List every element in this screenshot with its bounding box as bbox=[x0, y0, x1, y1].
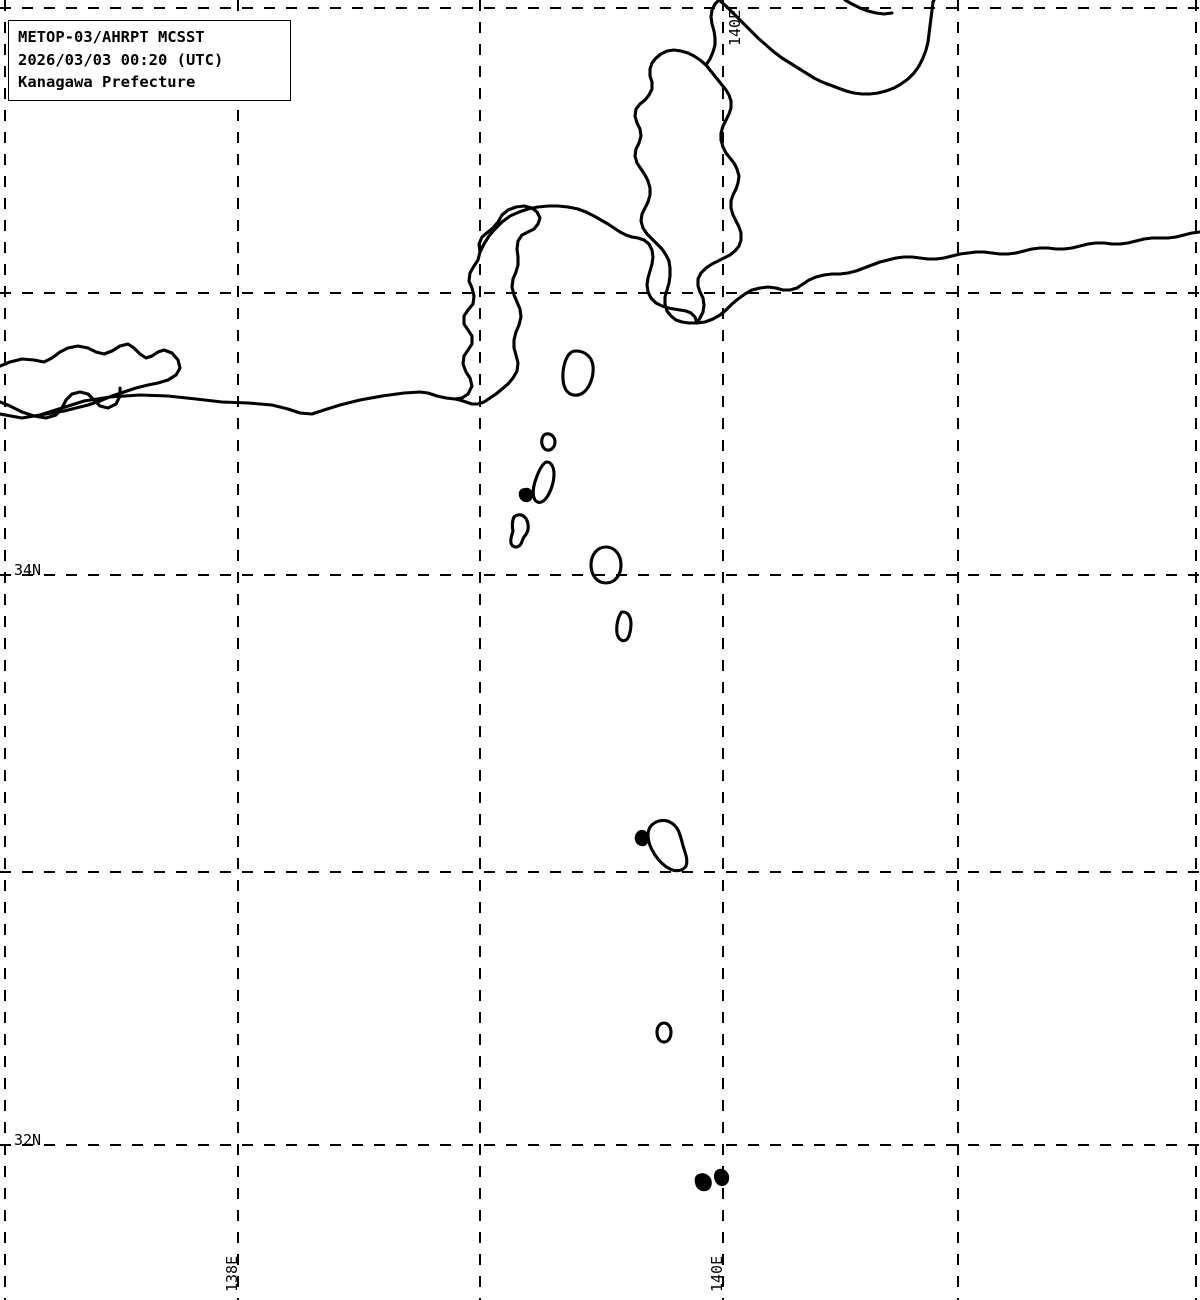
izu-islands bbox=[509, 349, 730, 1192]
lon-label-140e-top: 140E bbox=[726, 9, 744, 46]
lat-label-32n: 32N bbox=[14, 1131, 42, 1149]
coastlines bbox=[0, 0, 1200, 420]
product-region: Kanagawa Prefecture bbox=[18, 73, 196, 92]
coastline-kujukuri bbox=[843, 0, 894, 16]
product-info-box: METOP-03/AHRPT MCSST 2026/03/03 00:20 (U… bbox=[8, 20, 291, 101]
coastline-hamana-inlet bbox=[0, 386, 122, 420]
island-oshima bbox=[561, 349, 595, 397]
product-timestamp: 2026/03/03 00:20 (UTC) bbox=[18, 50, 224, 69]
lon-label-138e-bottom: 138E bbox=[223, 1255, 241, 1292]
coastline-boso-tip bbox=[695, 230, 1200, 325]
coastline-suruga-bay-west bbox=[478, 204, 699, 325]
island-toshima bbox=[540, 432, 557, 452]
product-title: METOP-03/AHRPT MCSST bbox=[18, 28, 205, 46]
lat-label-34n: 34N bbox=[14, 561, 42, 579]
island-niijima bbox=[531, 460, 556, 504]
coastline-izu-peninsula bbox=[453, 204, 542, 406]
island-smith-rock bbox=[713, 1168, 730, 1187]
coastline-tokyo-bay-boso-west bbox=[633, 48, 708, 325]
island-aogashima bbox=[655, 1021, 673, 1044]
island-miyakejima bbox=[589, 545, 623, 585]
island-bayonnaise-rocks bbox=[694, 1173, 712, 1192]
island-shikinejima bbox=[518, 487, 534, 503]
coastline-honshu-south bbox=[0, 390, 457, 420]
coastline-lake-hamana bbox=[0, 342, 182, 417]
lon-label-140e-bottom: 140E bbox=[708, 1255, 726, 1292]
coastline-sagami-miura bbox=[695, 63, 743, 325]
island-hachijokojima bbox=[634, 829, 650, 847]
island-mikurajima bbox=[615, 610, 633, 643]
island-kozushima bbox=[509, 513, 530, 549]
island-hachijojima bbox=[646, 818, 689, 873]
coastline-boso-north bbox=[704, 0, 721, 67]
coastline-boso-east bbox=[717, 0, 936, 96]
